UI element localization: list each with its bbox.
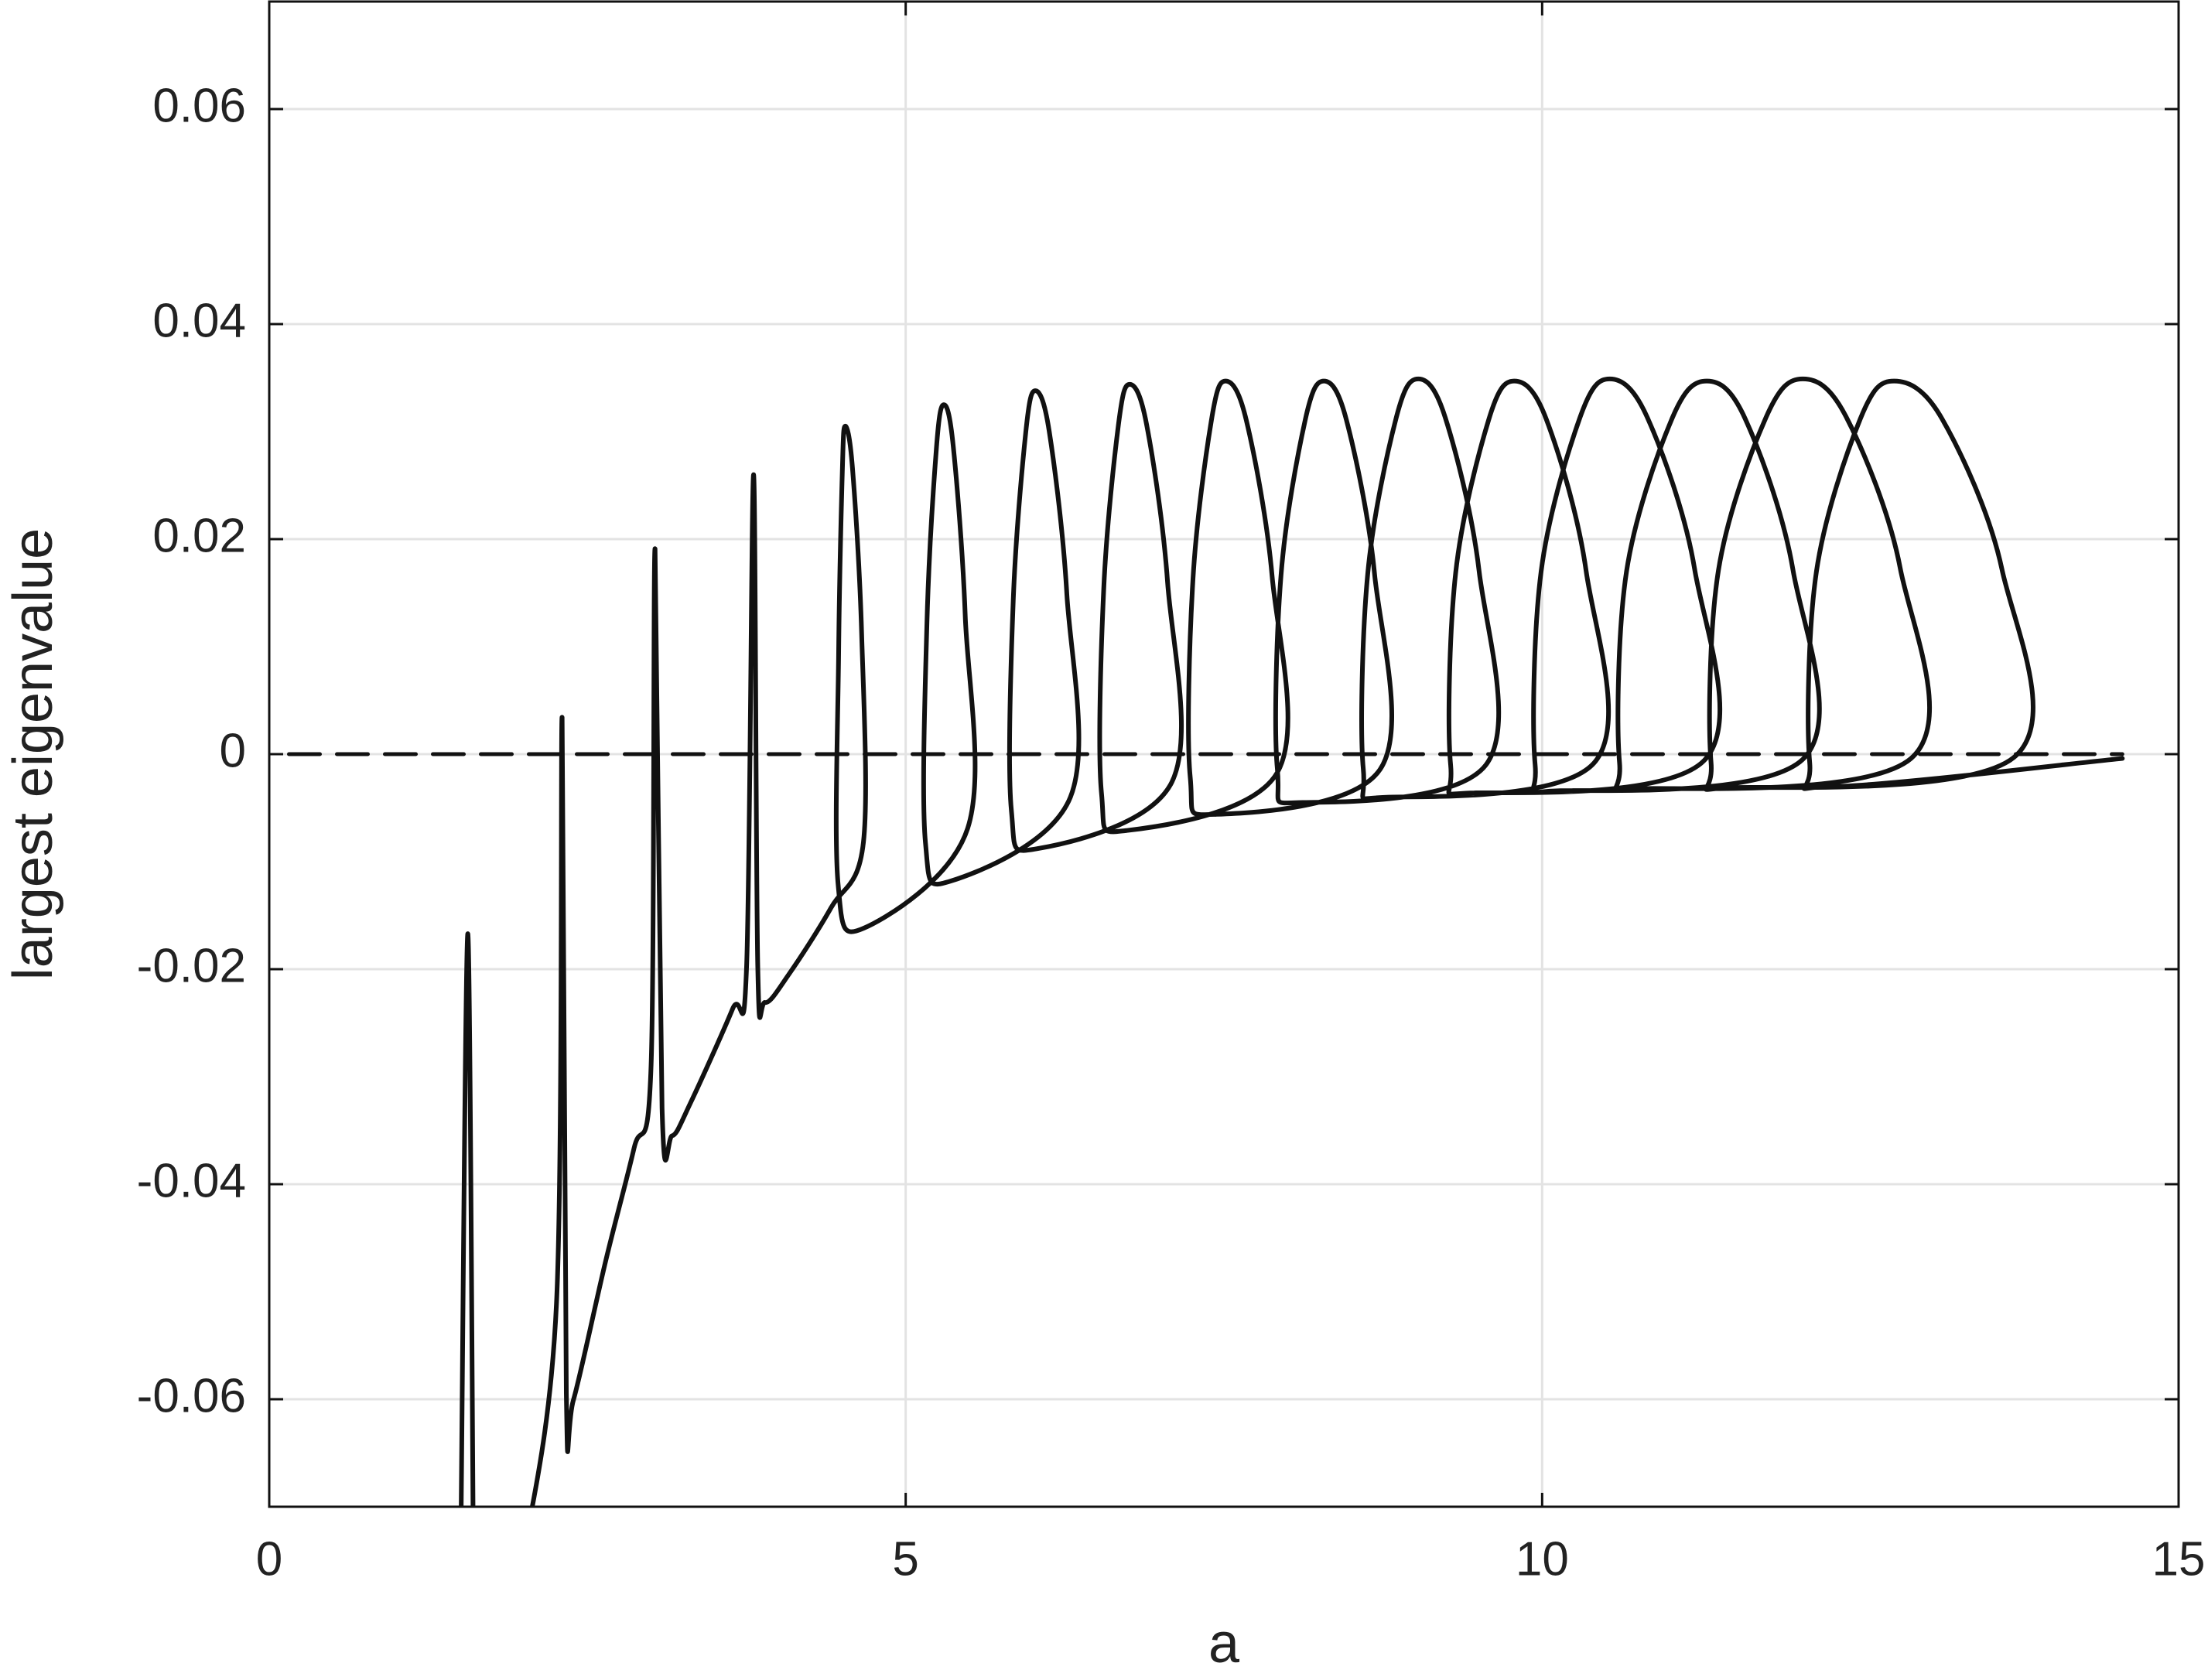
ticks: 0 5 10 15 -0.06 -0.04 -0.02 0 0.02 0.04 0.06 [137, 2, 2206, 1586]
y-axis-label: largest eigenvalue [2, 528, 64, 980]
line [459, 931, 476, 1507]
y-tick-label: 0 [220, 724, 246, 777]
x-tick-label: 5 [892, 1532, 918, 1586]
y-tick-label: 0.02 [152, 509, 246, 562]
x-axis-label: a [1208, 1613, 1240, 1675]
x-tick-label: 0 [256, 1532, 282, 1586]
x-tick-label: 15 [2152, 1532, 2206, 1586]
y-tick-label: -0.04 [137, 1154, 246, 1207]
plot-area [287, 376, 2125, 1507]
line [529, 376, 2125, 1507]
y-tick-label: 0.06 [152, 79, 246, 132]
x-tick-label: 10 [1516, 1532, 1569, 1586]
y-tick-label: -0.06 [137, 1369, 246, 1422]
grid [268, 2, 2180, 1507]
y-tick-label: -0.02 [137, 939, 246, 992]
y-tick-label: 0.04 [152, 294, 246, 347]
